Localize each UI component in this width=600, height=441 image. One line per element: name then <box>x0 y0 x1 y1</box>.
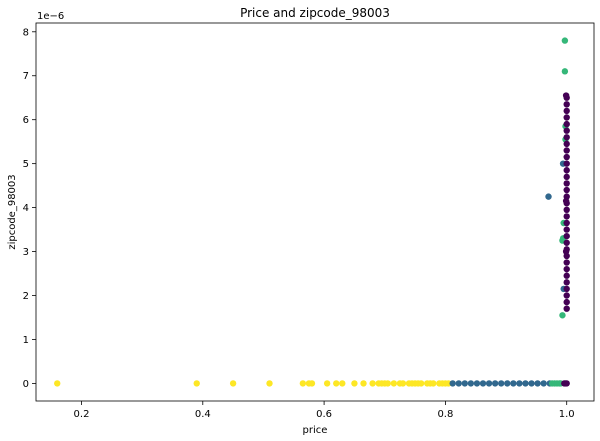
data-point <box>528 380 535 387</box>
y-tick-label: 4 <box>23 203 29 214</box>
axis-ticks: 0.2 0.4 0.6 0.8 1.0 0 1 2 3 4 5 6 7 8 <box>23 27 575 420</box>
data-point <box>561 37 569 44</box>
data-point <box>369 380 376 387</box>
y-tick-label: 5 <box>23 159 29 170</box>
data-point <box>333 380 340 387</box>
data-point <box>563 259 570 266</box>
x-tick-label: 0.4 <box>195 409 211 420</box>
data-point <box>467 380 475 387</box>
y-tick-label: 8 <box>23 27 29 38</box>
data-point <box>563 213 570 220</box>
data-point <box>563 239 570 246</box>
data-point <box>563 147 570 154</box>
data-point <box>562 92 570 99</box>
data-point <box>545 193 552 200</box>
y-tick-label: 7 <box>23 71 29 82</box>
y-tick-label: 6 <box>23 115 29 126</box>
x-tick-label: 0.2 <box>74 409 90 420</box>
data-point <box>455 380 462 387</box>
data-points <box>54 37 570 387</box>
y-tick-label: 0 <box>23 379 29 390</box>
data-point <box>562 197 570 205</box>
data-point <box>339 380 346 387</box>
data-point <box>229 380 237 387</box>
x-tick-label: 1.0 <box>559 409 575 420</box>
data-point <box>461 380 469 387</box>
data-point <box>417 380 425 387</box>
data-point <box>430 380 437 387</box>
data-point <box>563 101 570 108</box>
y-axis-label: zipcode_98003 <box>7 174 18 249</box>
chart-title: Price and zipcode_98003 <box>240 6 390 20</box>
data-point <box>563 140 570 148</box>
data-point <box>540 380 547 387</box>
data-point <box>504 380 511 387</box>
x-tick-label: 0.6 <box>316 409 332 420</box>
data-point <box>399 380 407 387</box>
data-point <box>299 380 307 387</box>
data-point <box>266 380 273 387</box>
data-point <box>522 380 529 387</box>
data-point <box>360 380 367 387</box>
plot-area-frame <box>35 22 595 402</box>
data-point <box>498 380 505 387</box>
y-tick-label: 2 <box>23 291 29 302</box>
data-point <box>485 380 493 387</box>
data-point <box>563 186 570 194</box>
data-point <box>563 272 570 279</box>
data-point <box>308 380 316 387</box>
data-point <box>563 153 570 161</box>
data-point <box>559 312 566 319</box>
data-point <box>563 226 570 233</box>
data-point <box>563 134 570 141</box>
data-point <box>563 167 570 174</box>
data-point <box>534 380 541 387</box>
data-point <box>384 380 391 387</box>
data-point <box>473 380 481 387</box>
data-point <box>351 380 358 387</box>
data-point <box>390 380 398 387</box>
y-tick-label: 1 <box>23 335 29 346</box>
data-point <box>563 279 570 286</box>
data-point <box>510 380 517 387</box>
data-point <box>563 160 570 167</box>
data-point <box>449 380 456 387</box>
data-point <box>54 380 61 387</box>
data-point <box>516 380 523 387</box>
data-point <box>563 127 570 134</box>
data-point <box>563 285 570 293</box>
data-point <box>562 248 570 255</box>
data-point <box>563 180 570 187</box>
data-point <box>563 206 570 214</box>
data-point <box>563 305 570 312</box>
data-point <box>479 380 487 387</box>
data-point <box>563 173 570 181</box>
y-tick-label: 3 <box>23 247 29 258</box>
data-point <box>563 265 570 273</box>
data-point <box>491 380 499 387</box>
data-point <box>563 120 570 128</box>
data-point <box>563 380 570 387</box>
x-tick-label: 0.8 <box>437 409 453 420</box>
data-point <box>561 68 569 75</box>
data-point <box>563 298 570 306</box>
data-point <box>563 219 570 227</box>
data-point <box>563 232 570 240</box>
y-offset-label: 1e−6 <box>37 11 64 22</box>
x-axis-label: price <box>303 425 328 436</box>
data-point <box>563 107 570 115</box>
data-point <box>323 380 331 387</box>
data-point <box>193 380 200 387</box>
data-point <box>563 114 570 121</box>
data-point <box>563 292 570 299</box>
